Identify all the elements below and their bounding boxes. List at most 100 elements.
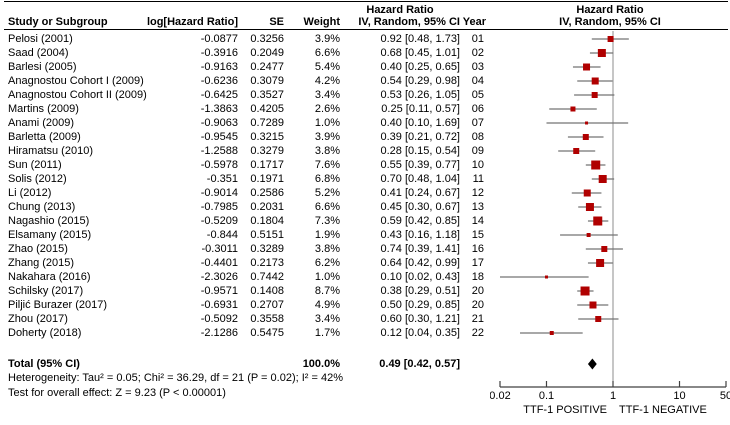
study-name: Zhou (2017): [8, 313, 68, 325]
effect-marker: [595, 316, 602, 322]
year-value: 06: [471, 103, 484, 115]
weight-value: 1.9%: [314, 229, 340, 241]
year-value: 22: [471, 327, 484, 339]
study-row: Chung (2013) -0.7985 0.2031 6.6% 0.45 [0.30,…: [0, 200, 490, 214]
year-value: 11: [472, 173, 484, 185]
study-row: Martins (2009) -1.3863 0.4205 2.6% 0.25 [0.1…: [0, 102, 490, 116]
log-hr-value: -0.6931: [200, 299, 238, 311]
ci-text: 0.40 [0.10, 1.69]: [380, 117, 460, 129]
study-name: Nagashio (2015): [8, 215, 90, 227]
se-column-header: SE: [269, 16, 284, 28]
se-value: 0.2707: [250, 299, 284, 311]
log-hr-value: -0.844: [206, 229, 238, 241]
ci-column-header: IV, Random, 95% CI: [358, 16, 460, 28]
top-rule: [4, 1, 728, 2]
study-row: Zhao (2015) -0.3011 0.3289 3.8% 0.74 [0.39, …: [0, 242, 490, 256]
se-value: 0.3079: [250, 75, 284, 87]
year-value: 09: [471, 145, 484, 157]
study-name: Schilsky (2017): [8, 285, 84, 297]
effect-marker: [591, 160, 601, 170]
year-value: 10: [471, 159, 484, 171]
year-value: 03: [471, 61, 484, 73]
weight-value: 6.6%: [314, 47, 340, 59]
log-hr-value: -1.3863: [200, 103, 238, 115]
ci-text: 0.74 [0.39, 1.41]: [380, 243, 460, 255]
study-row: Li (2012) -0.9014 0.2586 5.2% 0.41 [0.24, 0.…: [0, 186, 490, 200]
header-rule: [4, 29, 728, 30]
study-name: Anagnostou Cohort II (2009): [8, 89, 147, 101]
year-value: 04: [471, 75, 484, 87]
se-value: 0.7442: [250, 271, 284, 283]
ci-text: 0.59 [0.42, 0.85]: [380, 215, 460, 227]
effect-marker: [591, 77, 599, 85]
log-hr-value: -0.3916: [200, 47, 238, 59]
study-row: Anami (2009) -0.9063 0.7289 1.0% 0.40 [0.10,…: [0, 116, 490, 130]
ci-text: 0.53 [0.26, 1.05]: [380, 89, 460, 101]
study-name: Hiramatsu (2010): [8, 145, 93, 157]
effect-marker: [586, 233, 591, 237]
weight-value: 3.4%: [314, 89, 340, 101]
ci-text: 0.38 [0.29, 0.51]: [380, 285, 460, 297]
ci-text: 0.40 [0.25, 0.65]: [380, 61, 460, 73]
effect-marker: [596, 259, 605, 267]
se-value: 0.3558: [250, 313, 284, 325]
log-hr-value: -0.9163: [200, 61, 238, 73]
effect-marker: [573, 148, 580, 154]
effect-marker: [593, 216, 603, 226]
total-weight: 100.0%: [302, 358, 340, 370]
effect-marker: [583, 63, 591, 71]
study-row: Doherty (2018) -2.1286 0.5475 1.7% 0.12 [0.0…: [0, 326, 490, 340]
se-value: 0.2049: [250, 47, 284, 59]
forest-plot: 0.02 0.1 1 10 50 TTF-1 POSITIVE TTF-1 NEGATIVE: [490, 31, 730, 416]
effect-marker: [585, 203, 594, 211]
ci-text: 0.70 [0.48, 1.04]: [380, 173, 460, 185]
axis-tick-label: 10: [673, 390, 685, 402]
ci-text: 0.54 [0.29, 0.98]: [380, 75, 460, 87]
year-value: 02: [471, 47, 484, 59]
se-value: 0.3289: [250, 243, 284, 255]
year-value: 16: [471, 243, 484, 255]
study-row: Nakahara (2016) -2.3026 0.7442 1.0% 0.10 [0.…: [0, 270, 490, 284]
log-hr-value: -0.7985: [200, 201, 238, 213]
weight-value: 6.6%: [314, 201, 340, 213]
log-hr-value: -0.5092: [200, 313, 238, 325]
effect-marker: [580, 286, 590, 296]
loghr-column-header: log[Hazard Ratio]: [146, 16, 238, 28]
year-value: 20: [471, 299, 484, 311]
log-hr-value: -0.0877: [200, 33, 238, 45]
se-value: 0.1717: [250, 159, 284, 171]
year-value: 13: [471, 201, 484, 213]
study-name: Sun (2011): [8, 159, 62, 171]
study-row: Zhang (2015) -0.4401 0.2173 6.2% 0.64 [0.42,…: [0, 256, 490, 270]
ci-text: 0.60 [0.30, 1.21]: [380, 313, 460, 325]
year-value: 14: [471, 215, 484, 227]
year-value: 17: [471, 257, 484, 269]
effect-marker: [549, 331, 554, 335]
year-value: 12: [471, 187, 484, 199]
se-value: 0.1804: [250, 215, 284, 227]
study-rows: Pelosi (2001) -0.0877 0.3256 3.9% 0.92 [0.48…: [0, 32, 490, 340]
study-row: Hiramatsu (2010) -1.2588 0.3279 3.8% 0.28 [0…: [0, 144, 490, 158]
overall-effect-text: Test for overall effect: Z = 9.23 (P < 0…: [8, 387, 226, 399]
year-value: 18: [471, 271, 484, 283]
study-name: Anami (2009): [8, 117, 75, 129]
log-hr-value: -0.351: [206, 173, 238, 185]
study-row: Barlesi (2005) -0.9163 0.2477 5.4% 0.40 [0.2…: [0, 60, 490, 74]
weight-value: 8.7%: [314, 285, 340, 297]
effect-marker: [591, 92, 598, 98]
ci-text: 0.12 [0.04, 0.35]: [380, 327, 460, 339]
ci-text: 0.25 [0.11, 0.57]: [381, 103, 460, 115]
year-value: 01: [471, 33, 484, 45]
log-hr-value: -0.9014: [200, 187, 238, 199]
effect-marker: [582, 134, 589, 140]
study-name: Piljić Burazer (2017): [8, 299, 108, 311]
study-name: Solis (2012): [8, 173, 67, 185]
weight-value: 3.9%: [314, 131, 340, 143]
se-value: 0.3256: [250, 33, 284, 45]
year-column-header: Year: [462, 16, 486, 28]
study-name: Elsamany (2015): [8, 229, 92, 241]
axis-tick-label: 1: [610, 390, 616, 402]
study-name: Zhao (2015): [8, 243, 68, 255]
weight-value: 5.2%: [314, 187, 340, 199]
